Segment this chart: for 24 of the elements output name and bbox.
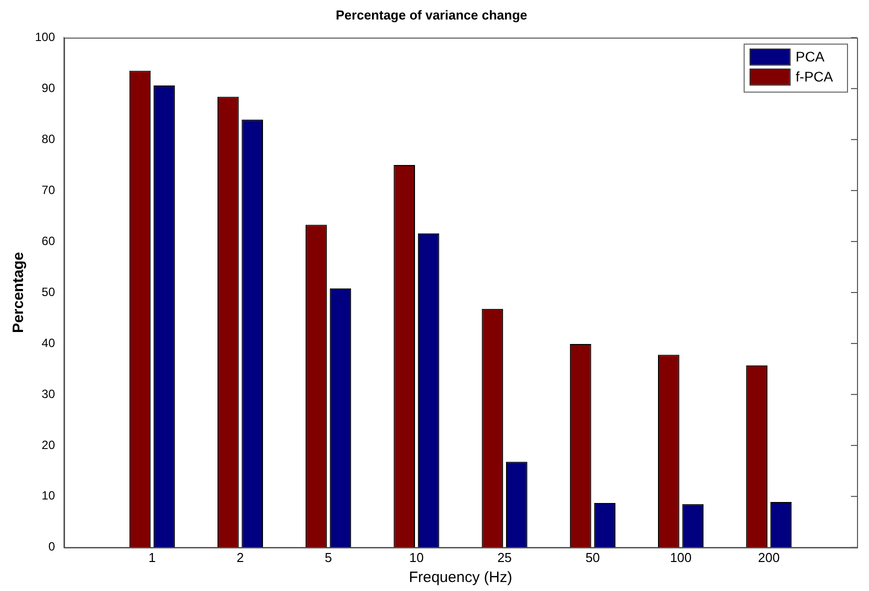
- x-tick-label: 1: [148, 550, 156, 565]
- y-tick-label: 100: [34, 30, 56, 44]
- y-tick-label: 60: [42, 234, 56, 248]
- y-tick-label: 10: [42, 488, 56, 503]
- y-tick-label: 50: [42, 284, 56, 299]
- x-tick-label: 2: [236, 550, 244, 565]
- y-tick-label: 40: [42, 336, 56, 350]
- y-axis-title: Percentage: [10, 252, 28, 333]
- y-tick-label: 70: [42, 182, 56, 197]
- y-tick-label: 0: [48, 540, 56, 554]
- y-tick-label: 20: [42, 438, 56, 452]
- x-tick-label: 5: [324, 550, 332, 565]
- x-tick-label: 50: [585, 550, 600, 565]
- y-tick-label: 80: [42, 132, 56, 146]
- x-tick-label: 100: [670, 550, 692, 565]
- x-tick-label: 200: [758, 550, 780, 565]
- x-tick-label: 25: [497, 550, 512, 565]
- y-tick-label: 30: [42, 386, 56, 401]
- x-tick-label: 10: [409, 550, 424, 565]
- x-axis-title: Frequency (Hz): [408, 569, 512, 586]
- legend-label: f-PCA: [796, 68, 834, 84]
- y-tick-label: 90: [42, 80, 56, 95]
- chart-title: Percentage of variance change: [336, 7, 528, 22]
- legend-label: PCA: [796, 48, 826, 64]
